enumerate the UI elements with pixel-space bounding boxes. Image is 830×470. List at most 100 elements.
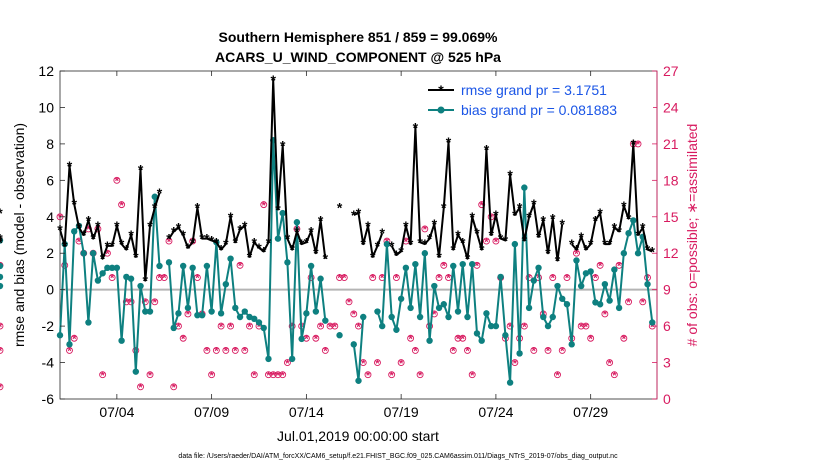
rmse-point: * xyxy=(512,207,518,223)
bias-point xyxy=(142,308,149,315)
obs-assimilated-point: * xyxy=(257,321,262,333)
bias-point xyxy=(440,301,447,308)
y-left-tick-label: 10 xyxy=(38,99,54,115)
obs-possible-point xyxy=(0,322,4,330)
obs-possible-point xyxy=(482,237,490,245)
bias-point xyxy=(312,308,320,315)
obs-assimilated-point: * xyxy=(617,261,622,273)
obs-assimilated-point: * xyxy=(342,273,347,285)
bias-point xyxy=(85,319,92,326)
obs-possible-point xyxy=(179,334,187,342)
obs-assimilated-point: * xyxy=(138,382,143,394)
rmse-point: * xyxy=(361,236,367,252)
obs-possible-point xyxy=(231,346,239,354)
rmse-point: * xyxy=(308,223,314,239)
x-axis-label: Jul.01,2019 00:00:00 start xyxy=(277,428,439,444)
obs-assimilated-point: * xyxy=(593,273,598,285)
rmse-point: * xyxy=(105,238,111,254)
x-tick-label: 07/09 xyxy=(194,404,229,420)
obs-possible-point xyxy=(440,261,448,269)
y-right-tick-label: 9 xyxy=(663,282,671,298)
rmse-point: * xyxy=(285,231,291,247)
rmse-point: * xyxy=(147,218,153,234)
obs-assimilated-point: * xyxy=(565,273,570,285)
rmse-point: * xyxy=(275,201,281,217)
obs-possible-point xyxy=(454,334,462,342)
rmse-point: * xyxy=(266,234,272,250)
rmse-point: * xyxy=(583,242,589,258)
rmse-point: * xyxy=(247,249,253,265)
legend-bias-marker xyxy=(437,106,445,114)
obs-assimilated-point: * xyxy=(636,139,641,151)
rmse-point: * xyxy=(190,234,196,250)
obs-assimilated-point: * xyxy=(589,333,594,345)
obs-assimilated-point: * xyxy=(0,346,3,358)
bias-point xyxy=(402,264,410,271)
rmse-point: * xyxy=(180,227,186,243)
rmse-point: * xyxy=(166,231,172,247)
bias-point xyxy=(274,235,282,242)
obs-possible-point xyxy=(582,322,590,330)
y-right-tick-label: 21 xyxy=(663,136,679,152)
bias-point xyxy=(454,308,462,315)
obs-possible-point xyxy=(634,140,642,148)
obs-possible-point xyxy=(340,274,348,281)
obs-assimilated-point: * xyxy=(522,321,527,333)
obs-assimilated-point: * xyxy=(584,321,589,333)
bias-point xyxy=(132,368,140,375)
obs-assimilated-point: * xyxy=(399,358,404,370)
obs-possible-point xyxy=(511,359,519,367)
bias-point xyxy=(407,304,414,312)
obs-possible-point xyxy=(606,359,614,367)
bias-point xyxy=(255,319,263,326)
rmse-point: * xyxy=(635,227,641,243)
obs-possible-point xyxy=(279,371,287,379)
obs-assimilated-point: * xyxy=(475,261,480,273)
obs-possible-point xyxy=(587,334,595,342)
bias-point xyxy=(265,355,272,363)
obs-possible-point xyxy=(113,176,121,184)
bias-point xyxy=(397,295,405,302)
obs-assimilated-point: * xyxy=(205,346,210,358)
bias-point xyxy=(227,255,234,262)
obs-possible-point xyxy=(274,371,282,379)
bias-point xyxy=(203,262,211,270)
legend-rmse-label: rmse grand pr = 3.1751 xyxy=(461,82,607,98)
rmse-point: * xyxy=(541,212,547,228)
obs-assimilated-point: * xyxy=(247,321,252,333)
rmse-point: * xyxy=(214,234,220,250)
obs-possible-point xyxy=(525,274,533,281)
obs-possible-point xyxy=(0,346,4,354)
obs-possible-point xyxy=(250,371,258,379)
obs-assimilated-point: * xyxy=(404,236,409,248)
obs-assimilated-point: * xyxy=(162,273,167,285)
bias-point xyxy=(487,322,495,330)
bias-point xyxy=(473,330,481,337)
rmse-point: * xyxy=(171,223,177,239)
obs-possible-point xyxy=(331,322,339,330)
obs-assimilated-point: * xyxy=(86,224,91,236)
bias-point xyxy=(511,240,519,248)
rmse-point: * xyxy=(398,243,404,259)
rmse-point: * xyxy=(119,236,125,252)
rmse-point: * xyxy=(304,234,310,250)
rmse-point: * xyxy=(81,227,87,243)
obs-assimilated-point: * xyxy=(513,358,518,370)
y-right-tick-label: 27 xyxy=(663,63,679,79)
obs-possible-point xyxy=(416,371,424,379)
rmse-point: * xyxy=(479,242,485,258)
bias-point xyxy=(611,266,618,273)
y-left-tick-label: 8 xyxy=(46,136,54,152)
rmse-point: * xyxy=(67,158,73,174)
rmse-point: * xyxy=(626,211,632,227)
rmse-point: * xyxy=(337,200,343,216)
obs-assimilated-point: * xyxy=(418,370,423,382)
obs-possible-point xyxy=(146,371,154,379)
bias-point xyxy=(549,313,556,321)
obs-assimilated-point: * xyxy=(323,346,328,358)
obs-assimilated-point: * xyxy=(394,273,399,285)
obs-assimilated-point: * xyxy=(153,297,158,309)
rmse-point: * xyxy=(237,222,243,238)
obs-possible-point xyxy=(421,225,429,233)
rmse-point: * xyxy=(436,249,442,265)
